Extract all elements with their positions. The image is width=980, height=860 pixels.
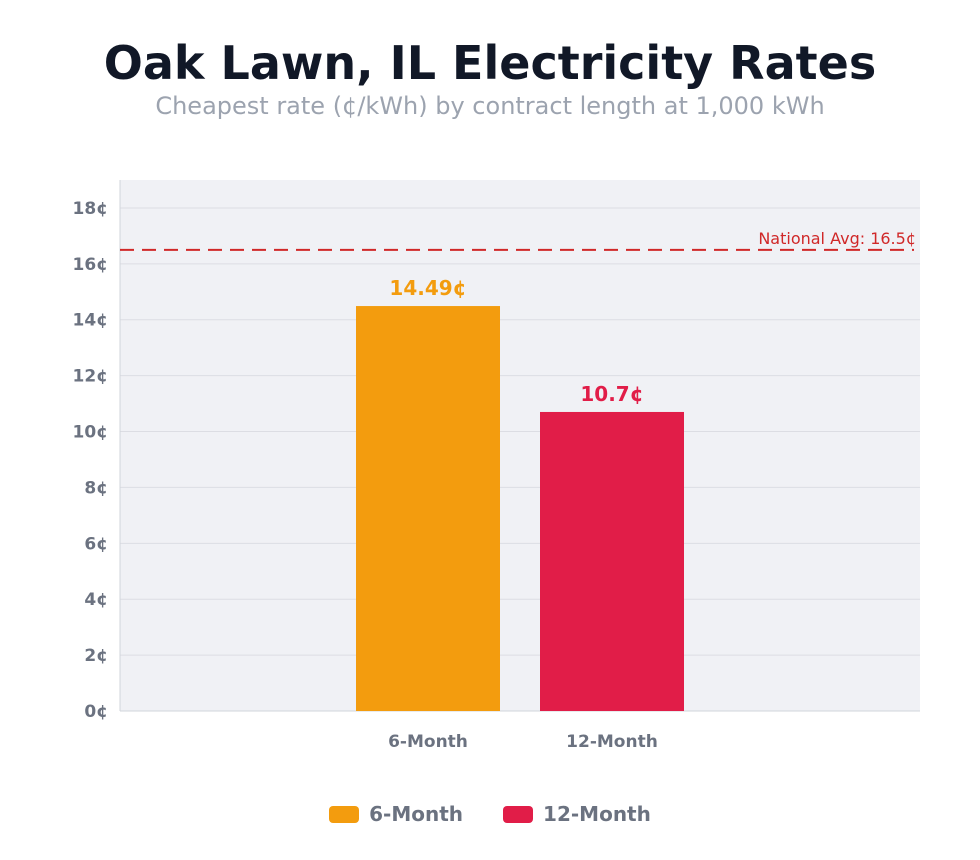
- legend-swatch-6-month: [329, 805, 360, 823]
- legend-item-6-month: 6-Month: [329, 802, 463, 826]
- bar-12-month: [540, 411, 684, 711]
- national-average-label: National Avg: 16.5¢: [758, 229, 916, 248]
- y-tick-label: 4¢: [84, 590, 108, 610]
- legend-label-6-month: 6-Month: [369, 802, 464, 826]
- data-label-12-month: 10.7¢: [580, 382, 643, 406]
- y-tick-label: 14¢: [73, 311, 109, 331]
- y-tick-label: 6¢: [84, 534, 108, 554]
- data-label-6-month: 14.49¢: [389, 276, 466, 300]
- legend-item-12-month: 12-Month: [503, 802, 651, 826]
- y-tick-label: 10¢: [73, 423, 109, 443]
- legend-swatch-12-month: [503, 805, 534, 823]
- bar-6-month: [356, 306, 500, 711]
- y-tick-label: 12¢: [73, 367, 109, 387]
- y-tick-label: 16¢: [73, 255, 109, 275]
- plot-area: [120, 180, 920, 711]
- y-tick-label: 0¢: [84, 702, 108, 722]
- y-tick-label: 18¢: [73, 199, 109, 219]
- chart-subtitle: Cheapest rate (¢/kWh) by contract length…: [155, 92, 825, 120]
- chart-legend: 6-Month 12-Month: [0, 802, 980, 826]
- y-tick-label: 2¢: [84, 646, 108, 666]
- x-tick-label-6-month: 6-Month: [388, 732, 468, 752]
- y-tick-label: 8¢: [84, 478, 108, 498]
- x-tick-label-12-month: 12-Month: [566, 732, 658, 752]
- chart-title: Oak Lawn, IL Electricity Rates: [103, 36, 877, 90]
- legend-label-12-month: 12-Month: [543, 802, 651, 826]
